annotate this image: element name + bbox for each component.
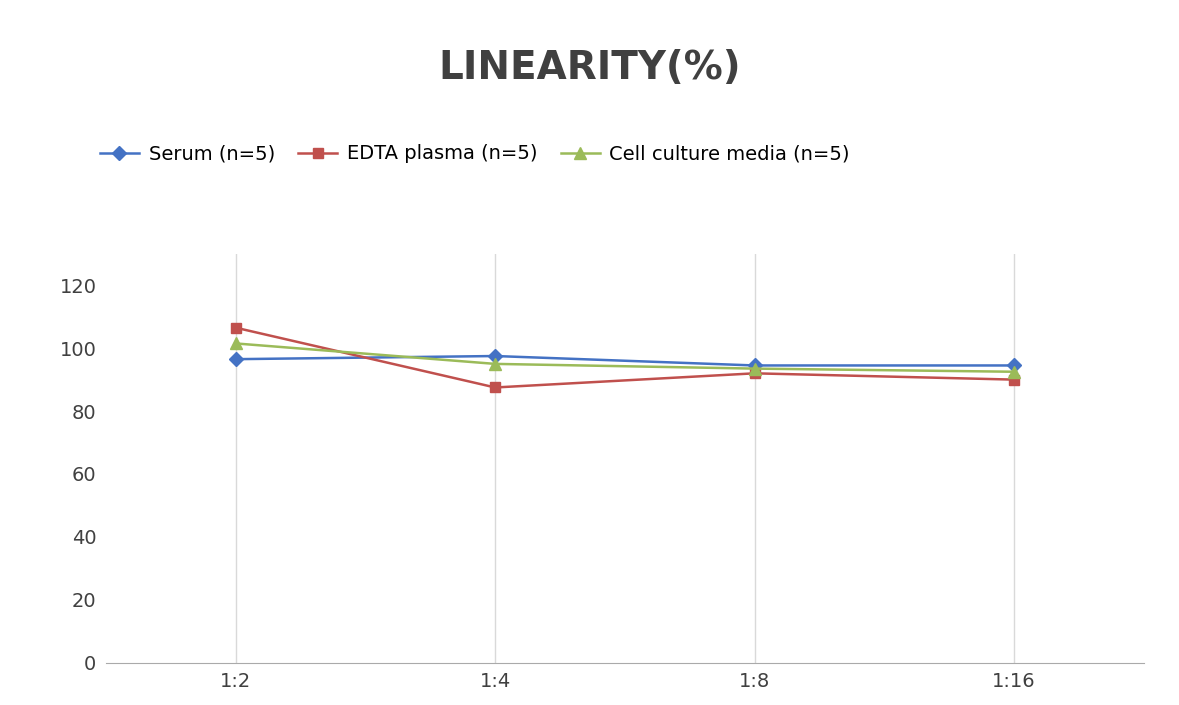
Cell culture media (n=5) <box>747 364 762 373</box>
EDTA plasma (n=5) <box>488 384 502 392</box>
Line: Serum (n=5): Serum (n=5) <box>231 351 1019 370</box>
EDTA plasma (n=5) <box>747 369 762 378</box>
Line: EDTA plasma (n=5): EDTA plasma (n=5) <box>231 323 1019 393</box>
Cell culture media (n=5) <box>488 360 502 368</box>
Text: LINEARITY(%): LINEARITY(%) <box>439 49 740 87</box>
EDTA plasma (n=5) <box>1007 375 1021 384</box>
Serum (n=5) <box>488 352 502 360</box>
Serum (n=5) <box>1007 361 1021 369</box>
Legend: Serum (n=5), EDTA plasma (n=5), Cell culture media (n=5): Serum (n=5), EDTA plasma (n=5), Cell cul… <box>92 137 857 171</box>
EDTA plasma (n=5) <box>229 324 243 332</box>
Line: Cell culture media (n=5): Cell culture media (n=5) <box>230 338 1020 377</box>
Serum (n=5) <box>747 361 762 369</box>
Serum (n=5) <box>229 355 243 363</box>
Cell culture media (n=5) <box>1007 367 1021 376</box>
Cell culture media (n=5) <box>229 339 243 348</box>
